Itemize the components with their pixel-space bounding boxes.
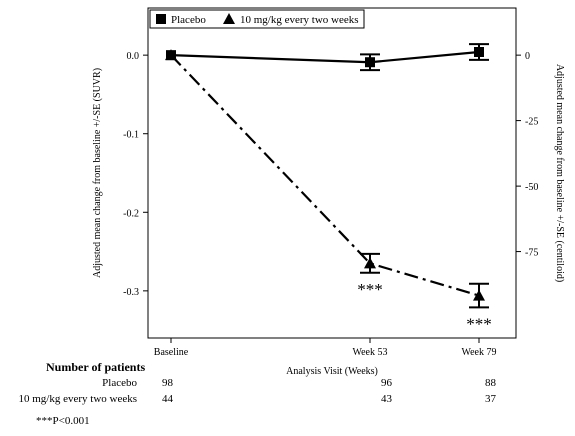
patients-count: 43 — [381, 393, 392, 405]
y-tick-label: -0.2 — [123, 208, 139, 219]
patients-row-label-treatment: 10 mg/kg every two weeks — [18, 393, 137, 405]
y2-tick-label: -25 — [525, 117, 538, 128]
y-axis-left: 0.0 -0.1 -0.2 -0.3 — [123, 51, 148, 298]
legend-placebo-marker — [156, 14, 166, 24]
x-tick-label: Week 53 — [352, 347, 387, 358]
series-layer: *** *** — [165, 43, 492, 333]
legend-placebo-label: Placebo — [171, 14, 206, 26]
significance-marker: *** — [466, 314, 492, 333]
patients-count: 96 — [381, 377, 392, 389]
legend-treatment-marker — [223, 13, 235, 24]
patients-count: 88 — [485, 377, 496, 389]
y2-tick-label: -75 — [525, 248, 538, 259]
plot-frame — [147, 7, 517, 339]
data-point-treatment — [364, 257, 376, 269]
y-tick-label: -0.3 — [123, 287, 139, 298]
x-axis-label: Analysis Visit (Weeks) — [286, 366, 378, 377]
patients-count: 37 — [485, 393, 496, 405]
data-point-treatment — [473, 289, 485, 301]
patients-count: 44 — [162, 393, 173, 405]
series-line-treatment — [170, 54, 480, 297]
patients-row-label-placebo: Placebo — [102, 377, 137, 389]
y-axis-right-label: Adjusted mean change from baseline +/-SE… — [554, 64, 565, 282]
y2-tick-label: -50 — [525, 182, 538, 193]
y2-tick-label: 0 — [525, 51, 530, 62]
x-tick-label: Week 79 — [461, 347, 496, 358]
y-tick-label: 0.0 — [127, 51, 140, 62]
legend: Placebo 10 mg/kg every two weeks — [149, 9, 365, 29]
series-line-placebo — [170, 50, 480, 64]
y-axis-left-label: Adjusted mean change from baseline +/-SE… — [92, 68, 103, 278]
significance-marker: *** — [357, 280, 383, 299]
patients-count: 98 — [162, 377, 173, 389]
footnote: ***P<0.001 — [36, 415, 90, 427]
legend-treatment-label: 10 mg/kg every two weeks — [240, 14, 359, 26]
data-point-placebo — [474, 47, 484, 57]
y-axis-right: 0 -25 -50 -75 — [516, 51, 538, 259]
data-point-treatment — [165, 49, 177, 61]
y-tick-label: -0.1 — [123, 130, 139, 141]
patients-title: Number of patients — [46, 360, 146, 374]
data-point-placebo — [365, 57, 375, 68]
legend-box — [149, 9, 365, 29]
x-axis: Baseline Week 53 Week 79 — [154, 338, 497, 358]
x-tick-label: Baseline — [154, 347, 189, 358]
